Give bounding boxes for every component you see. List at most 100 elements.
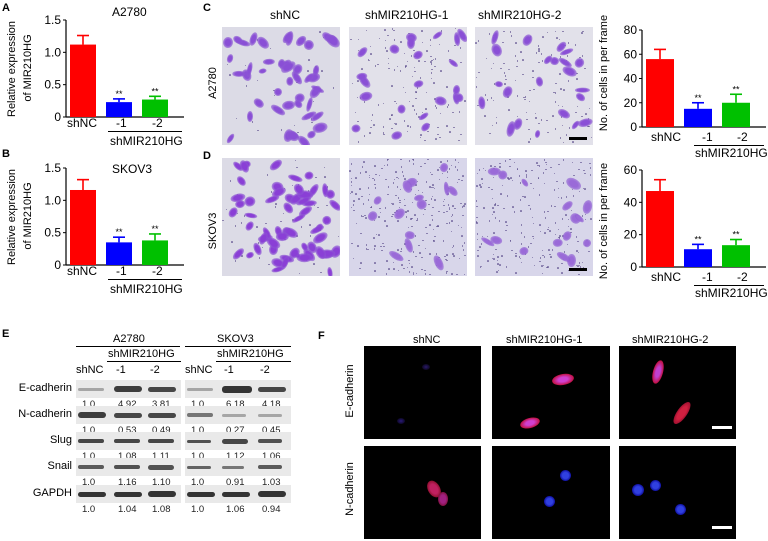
svg-text:**: ** bbox=[732, 84, 740, 94]
micrograph-skov3-shnc bbox=[222, 158, 340, 276]
blot-band bbox=[222, 385, 252, 393]
panel-letter-b: B bbox=[2, 148, 10, 160]
svg-text:0: 0 bbox=[630, 260, 637, 272]
micrograph-a2780-shmir210hg-1 bbox=[349, 27, 467, 145]
blot-group-skov3: shMIR210HG bbox=[217, 348, 284, 360]
blot-quant-value: 1.0 bbox=[191, 477, 205, 488]
blot-band bbox=[78, 439, 104, 443]
chart-c-xtick-1: -1 bbox=[702, 130, 713, 144]
svg-text:**: ** bbox=[151, 224, 159, 234]
blot-band bbox=[187, 491, 215, 497]
if-image-ecad-shnc bbox=[364, 346, 481, 439]
chart-b-title: SKOV3 bbox=[112, 162, 153, 176]
chart-b-xtick-shnc: shNC bbox=[67, 264, 98, 278]
scale-bar bbox=[569, 268, 587, 271]
chart-c-xtick-shnc: shNC bbox=[651, 130, 682, 144]
svg-text:0: 0 bbox=[54, 110, 61, 124]
svg-text:20: 20 bbox=[624, 228, 638, 242]
blot-band bbox=[78, 491, 106, 497]
bar-chart-c: 0 20 40 60 80 ** ** bbox=[624, 23, 766, 132]
chart-a-ylabel-1: Relative expression bbox=[6, 21, 18, 117]
if-image-ncad-shmir210hg-1 bbox=[492, 446, 610, 539]
blot-quant-value: 1.11 bbox=[152, 451, 170, 462]
chart-d-xtick-shnc: shNC bbox=[651, 270, 682, 284]
blot-band bbox=[78, 465, 104, 469]
blot-quant-value: 3.81 bbox=[152, 399, 171, 410]
if-row-n-cadherin: N-cadherin bbox=[344, 462, 356, 516]
blot-lane-label: shNC bbox=[185, 364, 213, 376]
blot-quant-value: 1.0 bbox=[191, 451, 205, 462]
blot-quant-value: 1.12 bbox=[226, 451, 245, 462]
blot-quant-value: 1.04 bbox=[118, 504, 137, 515]
chart-d-group-line bbox=[694, 285, 764, 286]
blot-line-skov3 bbox=[185, 346, 291, 347]
blot-lane-label: -1 bbox=[224, 364, 234, 376]
blot-quant-value: 1.06 bbox=[262, 451, 281, 462]
row-label-skov3: SKOV3 bbox=[207, 212, 219, 250]
blot-band bbox=[258, 491, 286, 497]
blot-lane-label: -1 bbox=[116, 364, 126, 376]
chart-a-title: A2780 bbox=[112, 5, 147, 19]
chart-c-group-line bbox=[694, 145, 764, 146]
svg-text:0: 0 bbox=[54, 258, 61, 272]
blot-quant-value: 0.45 bbox=[262, 425, 281, 436]
blot-quant-value: 1.0 bbox=[191, 425, 205, 436]
blot-band bbox=[114, 386, 142, 392]
chart-d-ylabel: No. of cells in per frame bbox=[598, 162, 610, 280]
row-label-a2780: A2780 bbox=[207, 67, 219, 99]
micrograph-a2780-shmir210hg-2 bbox=[475, 27, 593, 145]
svg-text:**: ** bbox=[694, 234, 702, 244]
column-label-shnc: shNC bbox=[270, 8, 301, 22]
blot-band bbox=[148, 412, 176, 418]
blot-quant-value: 0.49 bbox=[152, 425, 171, 436]
scale-bar bbox=[569, 137, 587, 140]
panel-letter-c: C bbox=[203, 2, 211, 14]
blot-band bbox=[222, 413, 246, 417]
blot-band bbox=[78, 412, 106, 418]
blot-band bbox=[114, 439, 140, 443]
blot-group-a2780: shMIR210HG bbox=[108, 348, 175, 360]
chart-c-group-label: shMIR210HG bbox=[695, 146, 768, 160]
panel-letter-d: D bbox=[203, 150, 211, 162]
blot-band bbox=[258, 465, 282, 469]
blot-line-a2780 bbox=[76, 346, 180, 347]
panel-letter-f: F bbox=[318, 330, 325, 342]
chart-a-xtick-2: -2 bbox=[152, 116, 163, 130]
panel-letter-e: E bbox=[2, 328, 10, 340]
bar-chart-a: 0 0.5 1.0 1.5 ** ** bbox=[44, 13, 184, 124]
blot-quant-value: 4.18 bbox=[262, 399, 281, 410]
chart-b-xtick-1: -1 bbox=[116, 264, 127, 278]
svg-text:1.5: 1.5 bbox=[44, 161, 61, 175]
blot-band bbox=[114, 491, 142, 497]
blot-quant-value: 1.06 bbox=[226, 504, 245, 515]
blot-quant-value: 6.18 bbox=[226, 399, 245, 410]
blot-quant-value: 1.0 bbox=[82, 451, 96, 462]
chart-a-group-line bbox=[108, 131, 182, 132]
blot-quant-value: 1.0 bbox=[191, 504, 205, 515]
blot-quant-value: 1.03 bbox=[262, 477, 281, 488]
blot-quant-value: 1.0 bbox=[82, 477, 96, 488]
blot-band bbox=[148, 491, 176, 497]
blot-strip bbox=[185, 406, 291, 424]
svg-text:1.0: 1.0 bbox=[44, 45, 61, 59]
svg-text:60: 60 bbox=[624, 47, 638, 61]
svg-text:**: ** bbox=[732, 230, 740, 240]
chart-b-ylabel-1: Relative expression bbox=[6, 169, 18, 265]
svg-text:0: 0 bbox=[630, 120, 637, 132]
chart-a-xtick-shnc: shNC bbox=[67, 116, 98, 130]
blot-protein-label: GAPDH bbox=[32, 487, 72, 499]
blot-protein-label: N-cadherin bbox=[18, 408, 72, 420]
chart-d-xtick-1: -1 bbox=[702, 270, 713, 284]
scale-bar bbox=[712, 526, 732, 529]
blot-band bbox=[187, 465, 211, 469]
chart-d-group-label: shMIR210HG bbox=[695, 286, 768, 300]
blot-band bbox=[258, 413, 282, 417]
blot-quant-value: 0.94 bbox=[262, 504, 281, 515]
svg-text:1.5: 1.5 bbox=[44, 13, 61, 27]
blot-band bbox=[148, 464, 174, 470]
if-column-shmir210hg-1: shMIR210HG-1 bbox=[506, 334, 583, 346]
blot-band bbox=[187, 387, 213, 391]
svg-text:**: ** bbox=[115, 227, 123, 237]
bar-chart-d: 0 20 40 60 ** ** bbox=[624, 163, 766, 272]
svg-text:40: 40 bbox=[624, 195, 638, 209]
